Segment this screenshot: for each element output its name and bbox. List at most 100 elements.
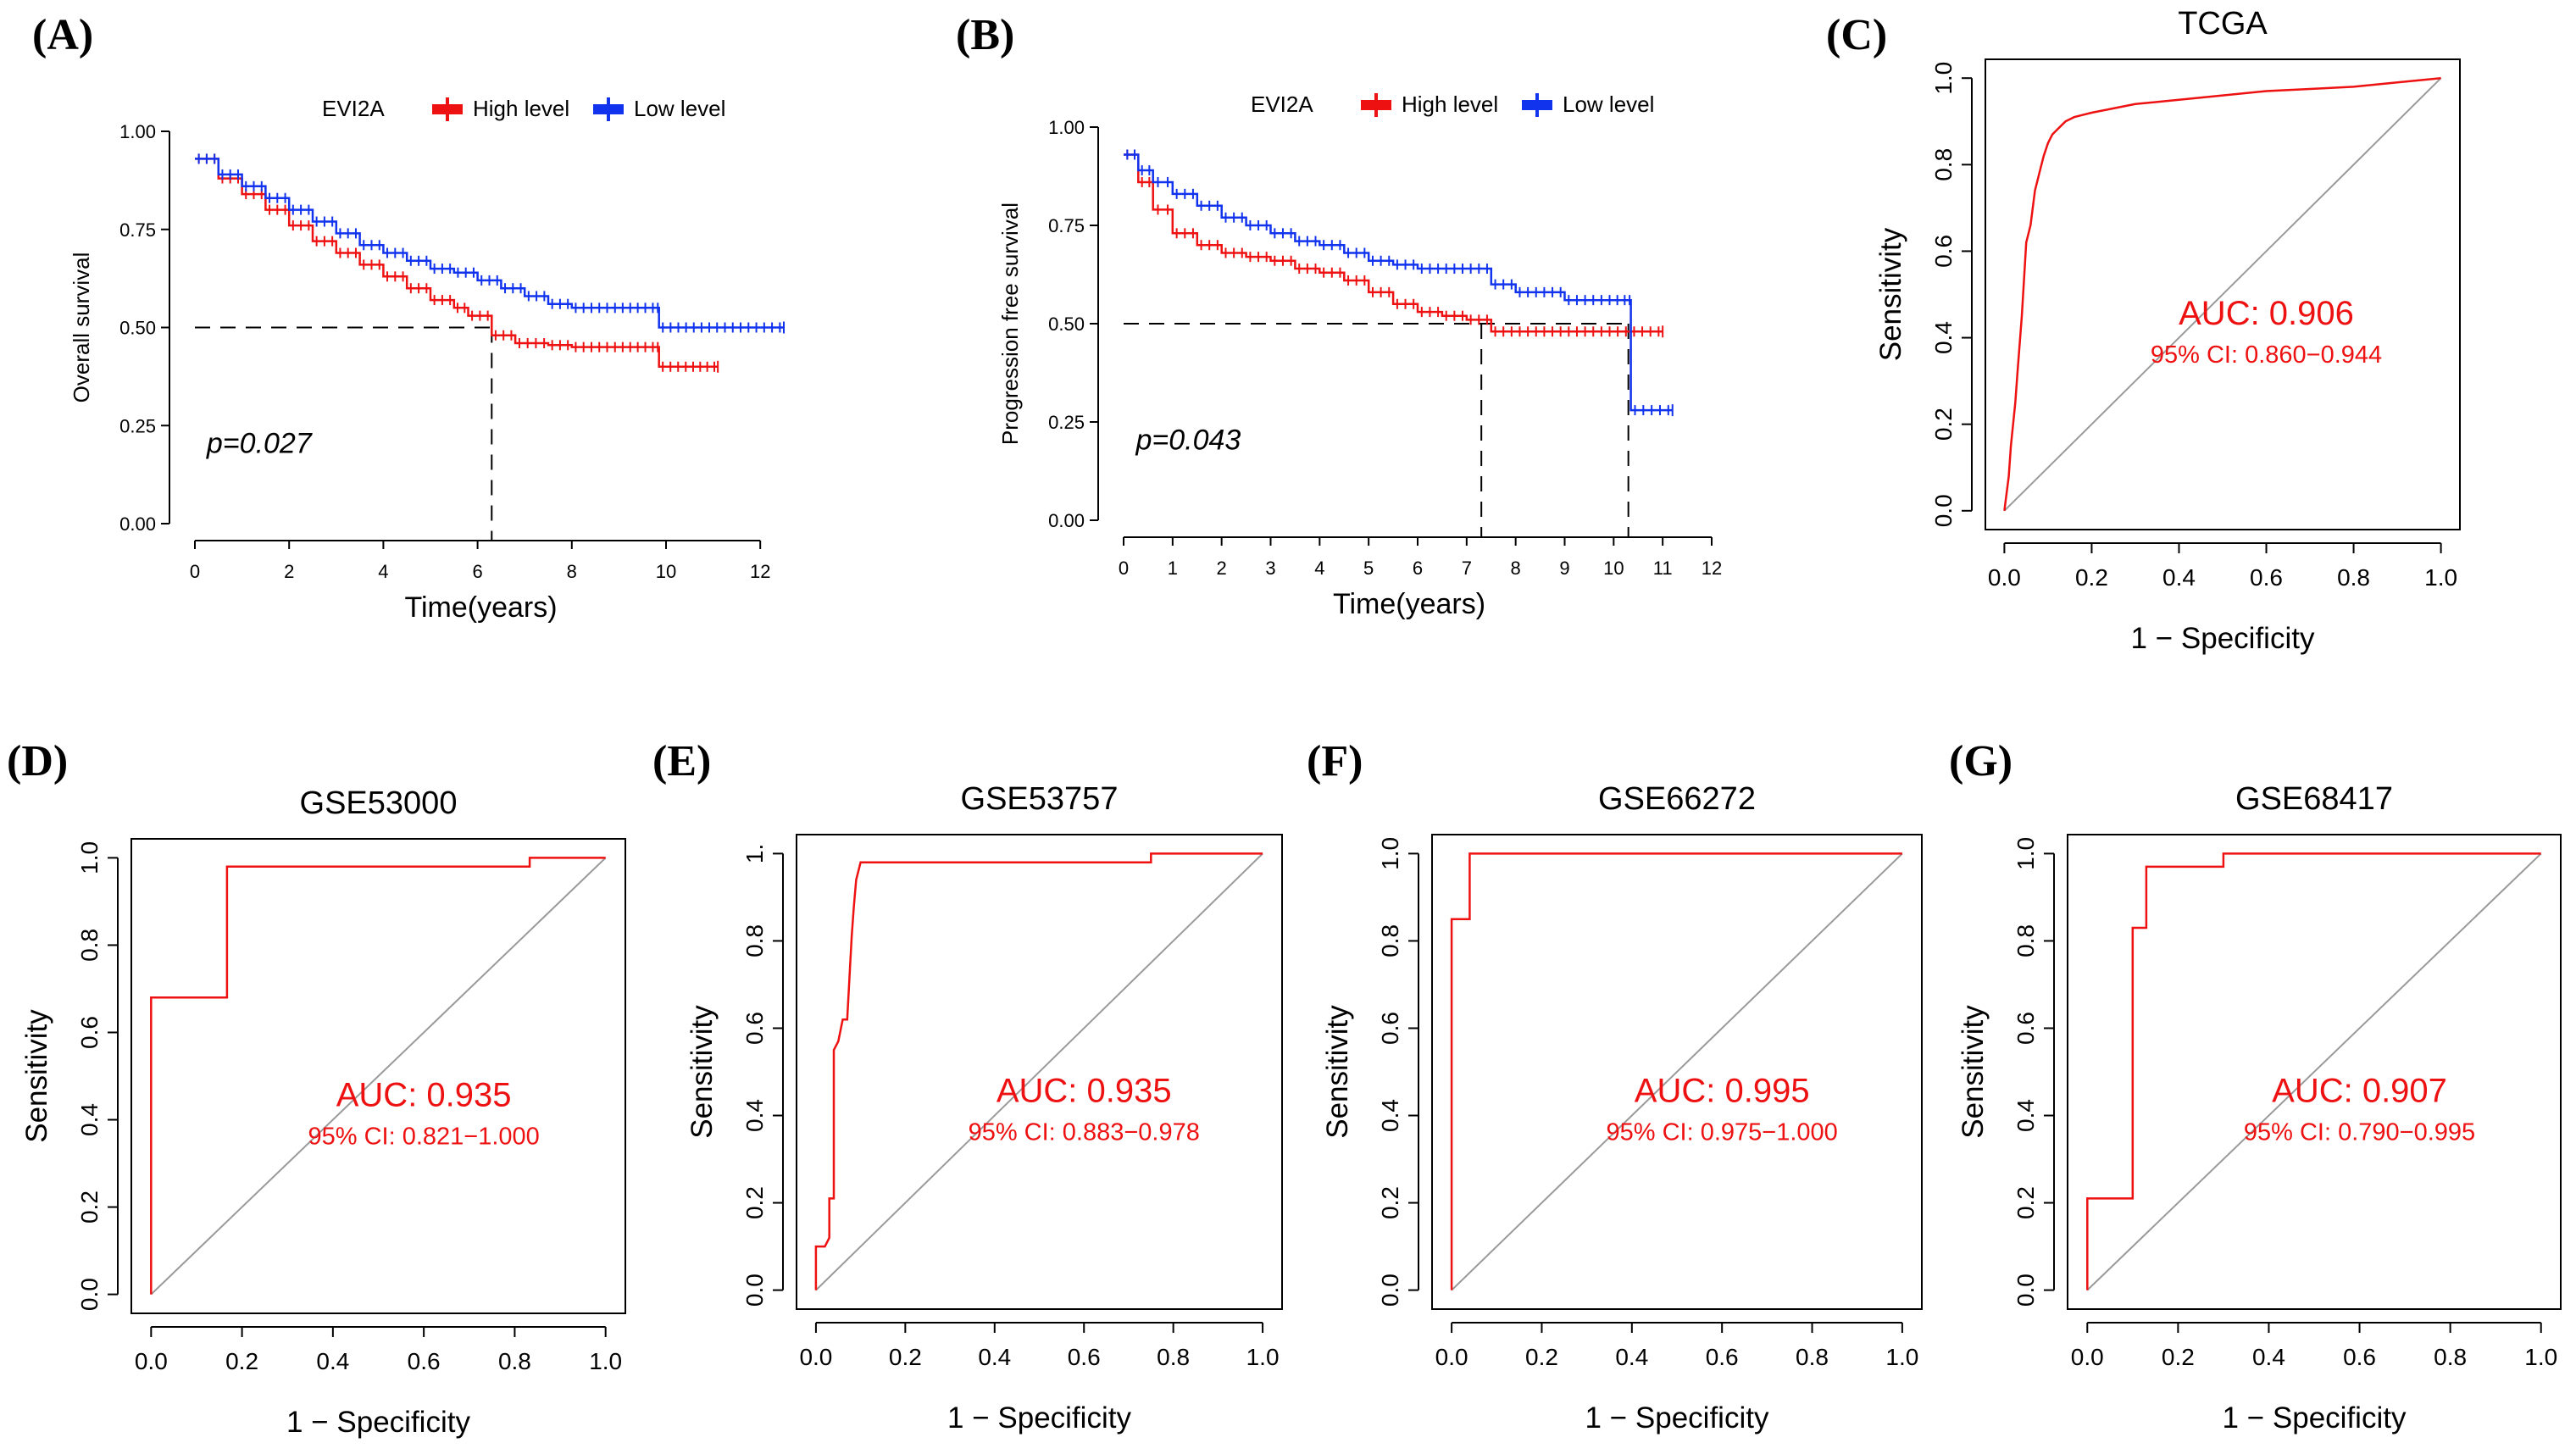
y-tick-label: 0.4 <box>1377 1099 1403 1132</box>
y-axis-label: Progression free survival <box>997 203 1023 445</box>
auc-label: AUC: 0.907 <box>2272 1072 2447 1109</box>
x-tick-label: 0.2 <box>889 1344 922 1370</box>
y-tick-label: 1.0 <box>2012 837 2039 870</box>
x-tick-label: 0.8 <box>2337 564 2370 591</box>
x-tick-label: 3 <box>1265 558 1275 579</box>
x-tick-label: 9 <box>1559 558 1569 579</box>
survival-curve <box>1124 153 1673 412</box>
y-tick-label: 0.6 <box>1377 1012 1403 1045</box>
x-tick-label: 2 <box>1217 558 1227 579</box>
auc-label: AUC: 0.995 <box>1635 1072 1810 1109</box>
y-axis: 0.0 0.2 0.4 0.6 0.8 1.0 <box>1377 837 1419 1307</box>
y-tick-label: 1.0 <box>1930 62 1957 95</box>
legend-label: High level <box>473 96 569 121</box>
x-tick-label: 1.0 <box>1246 1344 1280 1370</box>
panel-letter: (A) <box>32 11 93 59</box>
legend-title: EVI2A <box>1251 92 1313 117</box>
x-tick-label: 0.0 <box>2071 1344 2104 1370</box>
series-low-level <box>195 153 785 334</box>
y-tick-label: 0.0 <box>76 1278 103 1311</box>
legend-label: High level <box>1402 92 1498 117</box>
y-tick-label: 0.0 <box>2012 1274 2039 1307</box>
roc-curve <box>814 852 1263 1290</box>
x-axis-label: 1 − Specificity <box>1585 1401 1769 1435</box>
x-axis-label: 1 − Specificity <box>2131 622 2315 655</box>
x-axis: 0 2 4 6 8 10 12 <box>190 540 770 582</box>
x-tick-label: 0.0 <box>799 1344 832 1370</box>
survival-curve <box>195 158 719 369</box>
legend-title: EVI2A <box>322 96 385 121</box>
auc-label: AUC: 0.935 <box>997 1072 1172 1109</box>
panel-a: (A) 0 2 4 6 8 10 12 0.00 0.25 0.50 0.75 1.00 Time(yea… <box>32 11 785 624</box>
reference-diagonal <box>815 852 1263 1291</box>
x-axis: 0.0 0.2 0.4 0.6 0.8 1.0 <box>1988 542 2457 591</box>
x-tick-label: 0.8 <box>1796 1344 1829 1370</box>
auc-label: AUC: 0.935 <box>336 1076 512 1113</box>
x-tick-label: 1.0 <box>1885 1344 1918 1370</box>
y-tick-label: 0.8 <box>1930 148 1957 181</box>
x-tick-label: 11 <box>1653 558 1673 579</box>
x-tick-label: 10 <box>1603 558 1624 579</box>
y-tick-label: 0.6 <box>1930 235 1957 268</box>
panel-e: (E) 0.0 0.2 0.4 0.6 0.8 1.0 0.0 0.2 0.4 0.6 0.8 1. 1 … <box>652 737 1283 1435</box>
y-tick-label: 0.8 <box>2012 924 2039 957</box>
x-axis: 0.0 0.2 0.4 0.6 0.8 1.0 <box>2071 1322 2557 1370</box>
y-tick-label: 0.8 <box>76 929 103 962</box>
chart-title: TCGA <box>2178 6 2268 42</box>
panel-letter: (G) <box>1949 737 2012 785</box>
x-axis-label: 1 − Specificity <box>2223 1401 2407 1435</box>
roc-curve <box>2086 852 2541 1290</box>
y-axis-label: Sensitivity <box>1321 1005 1354 1139</box>
panel-letter: (D) <box>7 737 68 785</box>
y-tick-label: 0.4 <box>1930 321 1957 354</box>
panel-d: (D) 0.0 0.2 0.4 0.6 0.8 1.0 0.0 0.2 0.4 0.6 0.8 1.0 1… <box>7 737 626 1439</box>
x-tick-label: 0.2 <box>2162 1344 2195 1370</box>
panel-b: (B)0 1 2 3 4 5 6 7 8 9 10 11 120.000.250.500.751.00T… <box>956 11 1722 620</box>
y-tick-label: 0.6 <box>76 1016 103 1049</box>
y-tick-label: 1.0 <box>76 841 103 874</box>
x-tick-label: 0.2 <box>2075 564 2108 591</box>
survival-curve <box>1124 153 1663 333</box>
x-tick-label: 7 <box>1462 558 1472 579</box>
ci-label: 95% CI: 0.975−1.000 <box>1607 1118 1838 1146</box>
reference-diagonal <box>150 857 607 1296</box>
median-lines <box>195 326 493 541</box>
panel-letter: (C) <box>1826 11 1887 59</box>
ci-label: 95% CI: 0.821−1.000 <box>308 1123 539 1150</box>
x-tick-label: 6 <box>1413 558 1423 579</box>
plot-frame <box>1431 834 1923 1310</box>
ci-label: 95% CI: 0.860−0.944 <box>2151 341 2382 369</box>
panel-c: (C) 0.0 0.2 0.4 0.6 0.8 1.0 0.0 0.2 0.4 0.6 0.8 1.0 1… <box>1826 6 2461 655</box>
x-axis: 0.0 0.2 0.4 0.6 0.8 1.0 <box>1435 1322 1918 1370</box>
panel-letter: (F) <box>1307 737 1363 785</box>
ci-label: 95% CI: 0.790−0.995 <box>2244 1118 2475 1146</box>
y-tick-label: 0.2 <box>2012 1186 2039 1219</box>
roc-curve <box>2003 76 2441 511</box>
x-tick-label: 0.4 <box>1615 1344 1648 1370</box>
survival-curve <box>195 158 784 329</box>
y-axis: 0.0 0.2 0.4 0.6 0.8 1.0 <box>1930 62 1973 527</box>
chart-title: GSE53757 <box>961 781 1119 817</box>
legend-label: Low level <box>1563 92 1654 117</box>
y-tick-label: 0.75 <box>119 219 156 241</box>
y-tick-label: 0.2 <box>1930 408 1957 441</box>
y-tick-label: 1.0 <box>1377 837 1403 870</box>
plot-frame <box>130 838 626 1314</box>
roc-curve <box>150 857 606 1295</box>
y-tick-label: 0.4 <box>76 1103 103 1136</box>
series-high-level <box>1124 149 1664 338</box>
x-tick-label: 0.8 <box>2434 1344 2467 1370</box>
y-tick-label: 0.4 <box>2012 1099 2039 1132</box>
reference-diagonal <box>2086 852 2542 1291</box>
x-tick-label: 0.0 <box>1988 564 2021 591</box>
x-tick-label: 0.6 <box>2343 1344 2376 1370</box>
legend: EVI2A High level Low level <box>322 96 725 121</box>
y-tick-label: 1.00 <box>119 121 156 142</box>
chart-title: GSE68417 <box>2235 781 2393 817</box>
roc-curve <box>1450 852 1902 1290</box>
y-tick-label: 1.00 <box>1048 117 1085 138</box>
x-tick-label: 0.8 <box>498 1348 531 1374</box>
p-value-label: p=0.027 <box>206 428 313 460</box>
reference-diagonal <box>1451 852 1903 1291</box>
